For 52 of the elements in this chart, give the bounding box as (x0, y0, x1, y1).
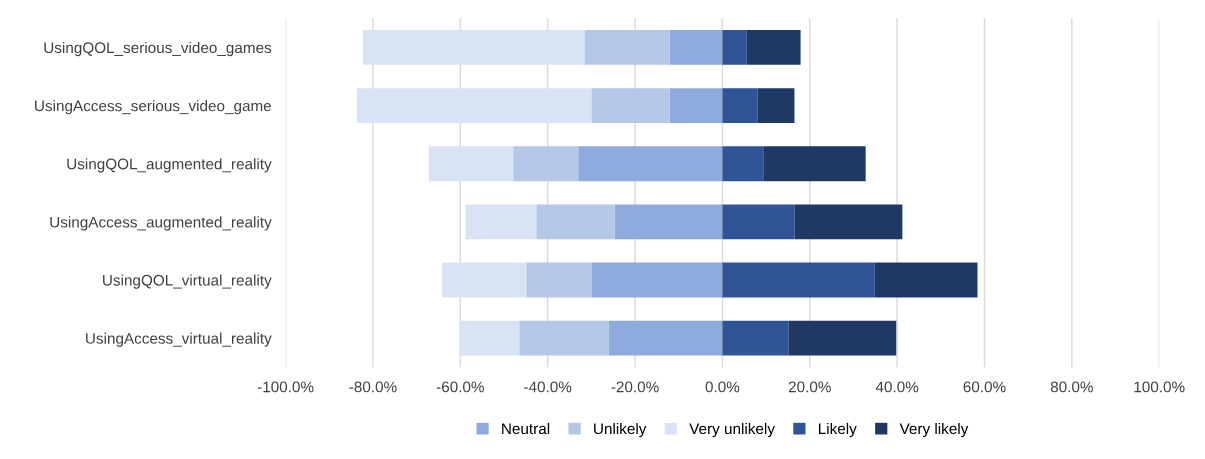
bar (874, 262, 978, 298)
bar (757, 88, 795, 124)
x-tick-label: 100.0% (1134, 381, 1185, 393)
bar (788, 320, 897, 356)
y-tick-label: UsingAccess_virtual_reality (86, 332, 272, 347)
x-tick-label: 40.0% (875, 381, 919, 393)
bar (362, 29, 585, 65)
bar (465, 204, 537, 240)
y-tick-label: UsingQOL_augmented_reality (67, 158, 272, 173)
bar (614, 204, 723, 240)
bar (746, 29, 801, 65)
bar (584, 29, 670, 65)
bar (536, 204, 615, 240)
x-tick-label: 20.0% (788, 381, 831, 393)
legend-label: Likely (818, 422, 857, 438)
bar (428, 146, 514, 182)
x-tick-label: 60.0% (963, 381, 1006, 393)
y-tick-label: UsingQOL_serious_video_games (44, 41, 272, 57)
y-tick-label: UsingAccess_augmented_reality (50, 216, 272, 231)
bar (722, 204, 795, 240)
bar (669, 29, 723, 65)
x-tick-label: 80.0% (1050, 381, 1093, 393)
bar (591, 262, 723, 298)
bar (578, 146, 723, 182)
bar (669, 88, 723, 124)
x-tick-label: -80.0% (349, 381, 397, 393)
bar (794, 204, 903, 240)
bar (763, 146, 866, 182)
bar (722, 146, 764, 182)
bar (459, 320, 520, 356)
bar (722, 320, 789, 356)
x-tick-label: -100.0% (257, 381, 314, 393)
legend-label: Very unlikely (689, 422, 775, 438)
y-tick-label: UsingQOL_virtual_reality (103, 274, 272, 289)
legend-label: Very likely (899, 422, 969, 438)
bar (526, 262, 592, 298)
x-tick-label: -60.0% (436, 381, 484, 393)
bar (519, 320, 609, 356)
bar (441, 262, 527, 298)
y-tick-label: UsingAccess_serious_video_game (35, 100, 272, 115)
bar (722, 262, 875, 298)
x-tick-label: 0.0% (705, 381, 740, 393)
x-tick-label: -20.0% (611, 381, 659, 393)
x-tick-label: -40.0% (524, 381, 572, 393)
legend-label: Unlikely (594, 422, 647, 438)
bar (722, 29, 747, 65)
bar (608, 320, 723, 356)
bar (722, 88, 758, 124)
bar (513, 146, 579, 182)
bar (356, 88, 592, 124)
legend-label: Neutral (502, 422, 550, 435)
bar (591, 88, 670, 124)
